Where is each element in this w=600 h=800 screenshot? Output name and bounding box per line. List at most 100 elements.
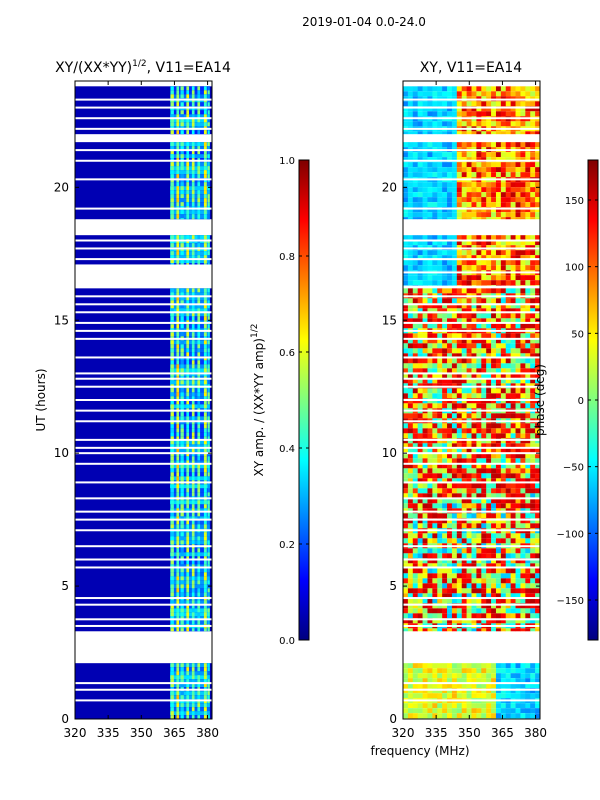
amplitude-band-stripe (203, 628, 207, 632)
amplitude-band-stripe (170, 520, 174, 525)
amplitude-band-stripe (186, 263, 190, 265)
amplitude-band-stripe (203, 532, 207, 537)
phase-cell (515, 683, 521, 689)
amplitude-band-stripe (207, 190, 210, 195)
phase-cell (505, 348, 511, 354)
phase-cell (486, 608, 492, 614)
phase-cell (432, 86, 438, 92)
phase-cell (510, 212, 516, 218)
phase-cell (505, 111, 511, 117)
phase-cell (412, 538, 418, 544)
amplitude-band-stripe (203, 492, 207, 497)
amplitude-band-stripe (186, 468, 190, 473)
phase-cell (422, 693, 428, 699)
phase-cell (495, 358, 502, 364)
phase-cell (481, 468, 487, 474)
phase-cell (461, 593, 467, 599)
phase-cell (520, 101, 526, 107)
phase-cell (525, 303, 531, 309)
phase-cell (412, 593, 418, 599)
phase-cell (471, 473, 477, 479)
phase-cell (481, 668, 487, 674)
phase-cell (451, 167, 458, 173)
phase-cell (530, 583, 536, 589)
phase-cell (466, 240, 472, 246)
phase-cell (530, 373, 536, 379)
phase-cell (510, 588, 516, 594)
phase-cell (481, 358, 487, 364)
phase-cell (515, 518, 521, 524)
amplitude-band-cell (170, 348, 210, 353)
phase-cell (417, 343, 423, 349)
phase-cell (530, 598, 536, 604)
phase-cell (432, 518, 438, 524)
phase-cell (442, 558, 448, 564)
phase-cell (486, 172, 492, 178)
phase-cell (535, 618, 541, 624)
phase-cell (515, 275, 521, 281)
amplitude-band-stripe (197, 484, 201, 489)
amplitude-band-stripe (197, 600, 201, 605)
amplitude-band-stripe (191, 608, 195, 613)
amplitude-band-cell (170, 456, 210, 461)
phase-cell (437, 538, 443, 544)
phase-cell (447, 235, 453, 241)
amplitude-band-stripe (207, 251, 210, 256)
phase-cell (510, 603, 516, 609)
phase-cell (456, 101, 463, 107)
phase-cell (407, 553, 414, 559)
phase-cell (515, 111, 521, 117)
amplitude-band-stripe (186, 243, 190, 248)
phase-cell (403, 618, 409, 624)
amplitude-band-stripe (191, 556, 195, 561)
amplitude-band-stripe (207, 675, 210, 680)
amplitude-band-stripe (191, 235, 195, 240)
amplitude-band-cell (170, 608, 210, 613)
amplitude-band-stripe (176, 86, 180, 91)
amplitude-band-stripe (203, 288, 207, 293)
phase-cell (461, 235, 467, 241)
phase-cell (432, 91, 438, 97)
phase-cell (520, 202, 526, 208)
amplitude-flagged-line (75, 446, 212, 449)
amplitude-band-stripe (176, 663, 180, 668)
phase-cell (500, 142, 507, 148)
phase-cell (491, 473, 497, 479)
amplitude-band-stripe (203, 683, 207, 688)
phase-cell (481, 453, 487, 459)
phase-cell (432, 303, 438, 309)
amplitude-band-stripe (191, 412, 195, 417)
amplitude-band-stripe (191, 520, 195, 525)
phase-cell (486, 142, 492, 148)
phase-cell (432, 413, 438, 419)
phase-cell (461, 131, 467, 135)
phase-cell (520, 152, 526, 158)
phase-cell (495, 318, 502, 324)
phase-cell (520, 338, 526, 344)
phase-cell (417, 628, 423, 632)
phase-cell (432, 240, 438, 246)
amplitude-band-stripe (191, 428, 195, 433)
phase-cell (407, 111, 414, 117)
phase-cell (447, 453, 453, 459)
phase-cell (535, 348, 541, 354)
phase-cell (417, 713, 423, 719)
phase-cell (403, 393, 409, 399)
phase-cell (427, 578, 433, 584)
amplitude-x-tick-label: 335 (97, 726, 120, 740)
phase-cell (456, 558, 463, 564)
amplitude-band-cell (170, 114, 210, 119)
phase-cell (442, 280, 448, 286)
phase-cell (432, 618, 438, 624)
phase-cell (403, 106, 409, 112)
amplitude-band-stripe (170, 572, 174, 577)
amplitude-band-stripe (180, 468, 184, 473)
amplitude-band-stripe (197, 428, 201, 433)
phase-flagged-line (403, 159, 540, 162)
amplitude-band-stripe (191, 472, 195, 477)
amplitude-band-stripe (203, 296, 207, 301)
phase-cell (476, 563, 482, 569)
phase-cell (520, 613, 526, 619)
phase-cell (520, 212, 526, 218)
phase-cell (510, 488, 516, 494)
